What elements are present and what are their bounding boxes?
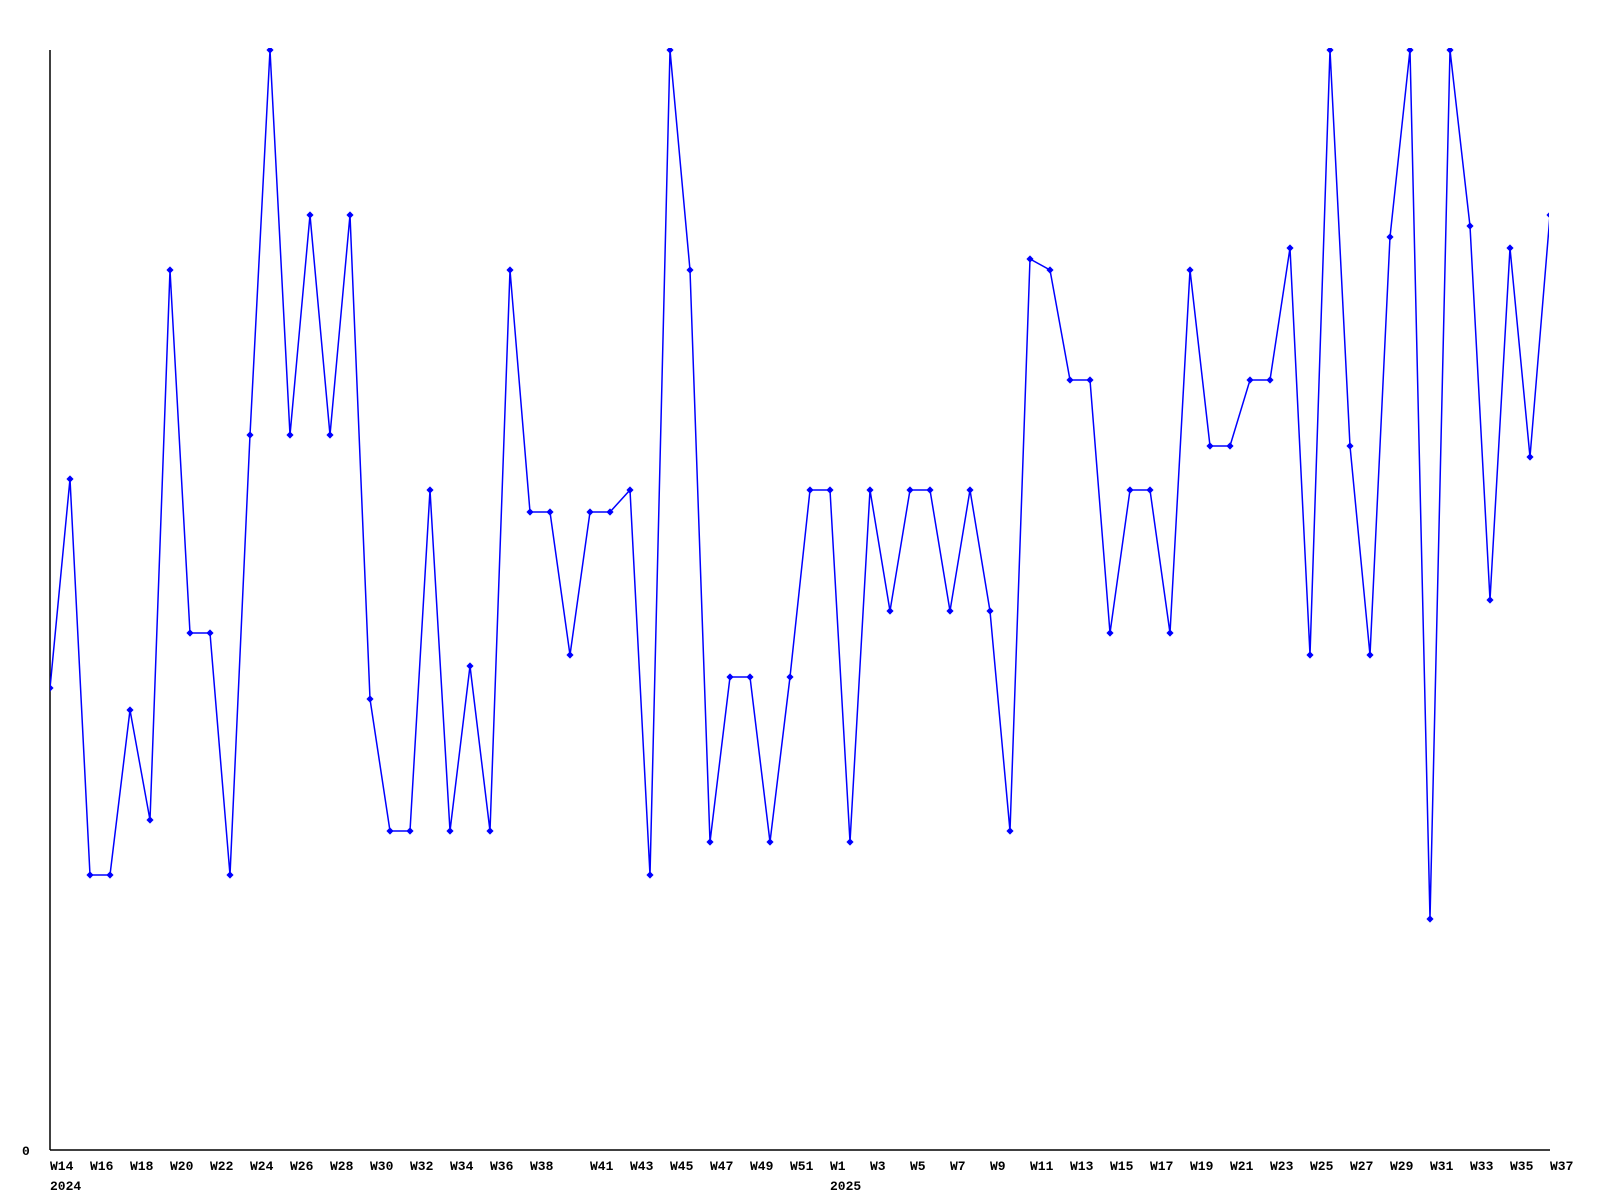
svg-text:W17: W17 xyxy=(1150,1159,1173,1174)
svg-text:W37: W37 xyxy=(1550,1159,1573,1174)
svg-text:W14: W14 xyxy=(50,1159,74,1174)
svg-text:W5: W5 xyxy=(910,1159,926,1174)
svg-text:W19: W19 xyxy=(1190,1159,1214,1174)
svg-text:W34: W34 xyxy=(450,1159,474,1174)
svg-text:W21: W21 xyxy=(1230,1159,1254,1174)
svg-text:W38: W38 xyxy=(530,1159,554,1174)
svg-text:W27: W27 xyxy=(1350,1159,1373,1174)
svg-text:W23: W23 xyxy=(1270,1159,1294,1174)
svg-text:W33: W33 xyxy=(1470,1159,1494,1174)
svg-text:W24: W24 xyxy=(250,1159,274,1174)
svg-text:W28: W28 xyxy=(330,1159,354,1174)
svg-text:W16: W16 xyxy=(90,1159,114,1174)
svg-text:W9: W9 xyxy=(990,1159,1006,1174)
svg-text:W41: W41 xyxy=(590,1159,614,1174)
svg-text:2024: 2024 xyxy=(50,1179,81,1194)
svg-text:W26: W26 xyxy=(290,1159,314,1174)
svg-text:W13: W13 xyxy=(1070,1159,1094,1174)
svg-text:0: 0 xyxy=(22,1144,30,1159)
svg-text:W18: W18 xyxy=(130,1159,154,1174)
svg-text:2025: 2025 xyxy=(830,1179,861,1194)
svg-text:W31: W31 xyxy=(1430,1159,1454,1174)
svg-text:W32: W32 xyxy=(410,1159,434,1174)
svg-text:W3: W3 xyxy=(870,1159,886,1174)
svg-text:W22: W22 xyxy=(210,1159,234,1174)
svg-text:W36: W36 xyxy=(490,1159,514,1174)
svg-text:W49: W49 xyxy=(750,1159,774,1174)
svg-text:W1: W1 xyxy=(830,1159,846,1174)
svg-text:W45: W45 xyxy=(670,1159,694,1174)
svg-text:W47: W47 xyxy=(710,1159,733,1174)
svg-text:W35: W35 xyxy=(1510,1159,1534,1174)
svg-text:W7: W7 xyxy=(950,1159,966,1174)
svg-text:W11: W11 xyxy=(1030,1159,1054,1174)
svg-text:W30: W30 xyxy=(370,1159,394,1174)
svg-text:W25: W25 xyxy=(1310,1159,1334,1174)
svg-text:W51: W51 xyxy=(790,1159,814,1174)
svg-text:W29: W29 xyxy=(1390,1159,1414,1174)
svg-text:W20: W20 xyxy=(170,1159,194,1174)
svg-text:W15: W15 xyxy=(1110,1159,1134,1174)
svg-text:W43: W43 xyxy=(630,1159,654,1174)
